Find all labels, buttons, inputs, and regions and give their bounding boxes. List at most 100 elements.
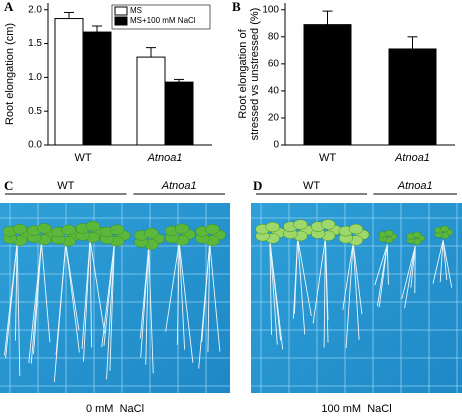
leaf bbox=[384, 229, 394, 237]
y-tick-label: 0.0 bbox=[28, 140, 42, 151]
leaf bbox=[265, 221, 280, 233]
error-bar bbox=[407, 36, 418, 49]
root bbox=[139, 246, 150, 339]
root bbox=[106, 243, 115, 380]
bar bbox=[82, 31, 112, 146]
leaf bbox=[109, 224, 125, 236]
root bbox=[297, 238, 306, 335]
root bbox=[81, 239, 91, 349]
leaf bbox=[61, 224, 76, 236]
bar bbox=[388, 48, 437, 146]
y-tick-label: 60 bbox=[268, 58, 280, 69]
group-label: Atnoa1 bbox=[161, 180, 197, 192]
leaf bbox=[36, 223, 52, 234]
root bbox=[178, 242, 194, 363]
root bbox=[101, 243, 115, 348]
panel-label: A bbox=[4, 0, 14, 14]
legend-label: MS bbox=[130, 6, 142, 15]
root bbox=[89, 239, 93, 348]
error-bar bbox=[92, 25, 102, 33]
root bbox=[386, 244, 389, 285]
root bbox=[442, 240, 448, 280]
root bbox=[432, 240, 444, 284]
root bbox=[376, 244, 388, 307]
group-label: WT bbox=[57, 180, 74, 192]
root bbox=[207, 242, 211, 353]
bar bbox=[164, 81, 194, 146]
root bbox=[209, 242, 221, 352]
root bbox=[294, 238, 299, 314]
x-tick-label: WT bbox=[74, 152, 91, 164]
root bbox=[4, 242, 18, 356]
root bbox=[269, 240, 284, 350]
root bbox=[178, 242, 186, 350]
root bbox=[269, 240, 278, 345]
panel-label: D bbox=[253, 178, 262, 193]
photo-caption: 0 mM NaCl bbox=[86, 403, 144, 415]
y-tick-label: 40 bbox=[268, 86, 280, 97]
bar bbox=[136, 56, 166, 146]
bar bbox=[303, 24, 352, 146]
y-axis-label: stressed vs unstressed (%) bbox=[249, 8, 261, 141]
y-tick-label: 2.0 bbox=[28, 4, 42, 15]
root bbox=[148, 246, 154, 374]
root bbox=[176, 242, 180, 345]
leaf bbox=[144, 227, 159, 239]
root bbox=[342, 242, 354, 310]
root bbox=[16, 242, 21, 377]
x-tick-label: Atnoa1 bbox=[394, 152, 430, 164]
error-bar bbox=[174, 78, 184, 83]
y-tick-label: 0.5 bbox=[28, 106, 42, 117]
error-bar bbox=[64, 11, 74, 19]
root bbox=[410, 246, 416, 288]
leaf bbox=[293, 219, 308, 230]
y-tick-label: 0 bbox=[273, 140, 279, 151]
legend-box bbox=[111, 4, 211, 30]
root bbox=[345, 242, 354, 349]
leaf bbox=[205, 224, 220, 235]
group-label: Atnoa1 bbox=[397, 180, 433, 192]
root bbox=[374, 244, 388, 286]
leaf bbox=[412, 231, 422, 239]
y-axis-label: Root elongation of bbox=[237, 28, 249, 118]
root bbox=[269, 240, 272, 335]
leaf bbox=[348, 223, 364, 235]
root bbox=[401, 246, 416, 300]
panel-label: B bbox=[232, 0, 241, 14]
root bbox=[89, 239, 106, 334]
group-label: WT bbox=[303, 180, 320, 192]
x-tick-label: Atnoa1 bbox=[147, 152, 183, 164]
root bbox=[41, 242, 51, 343]
root bbox=[53, 243, 67, 382]
root bbox=[30, 242, 42, 364]
legend-swatch bbox=[114, 6, 128, 16]
root bbox=[439, 240, 444, 283]
error-bar bbox=[322, 10, 333, 25]
y-tick-label: 1.0 bbox=[28, 72, 42, 83]
y-tick-label: 20 bbox=[268, 113, 280, 124]
root bbox=[198, 242, 211, 369]
y-tick-label: 100 bbox=[262, 4, 279, 15]
leaf bbox=[12, 223, 28, 235]
bar bbox=[54, 18, 84, 146]
error-bar bbox=[146, 47, 156, 58]
y-tick-label: 1.5 bbox=[28, 38, 42, 49]
root bbox=[297, 238, 312, 317]
y-tick-label: 80 bbox=[268, 31, 280, 42]
panel-label: C bbox=[4, 178, 13, 193]
root bbox=[324, 238, 329, 343]
root bbox=[145, 246, 150, 365]
leaf bbox=[320, 219, 336, 230]
root bbox=[165, 242, 180, 332]
root bbox=[352, 242, 360, 340]
x-tick-label: WT bbox=[319, 152, 336, 164]
photo-caption: 100 mM NaCl bbox=[321, 403, 391, 415]
legend-swatch bbox=[114, 16, 128, 26]
leaf bbox=[85, 220, 101, 232]
root bbox=[312, 238, 326, 324]
legend-label: MS+100 mM NaCl bbox=[130, 16, 196, 25]
y-axis-label: Root elongation (cm) bbox=[4, 23, 16, 125]
leaf bbox=[440, 225, 450, 233]
leaf bbox=[174, 223, 190, 235]
